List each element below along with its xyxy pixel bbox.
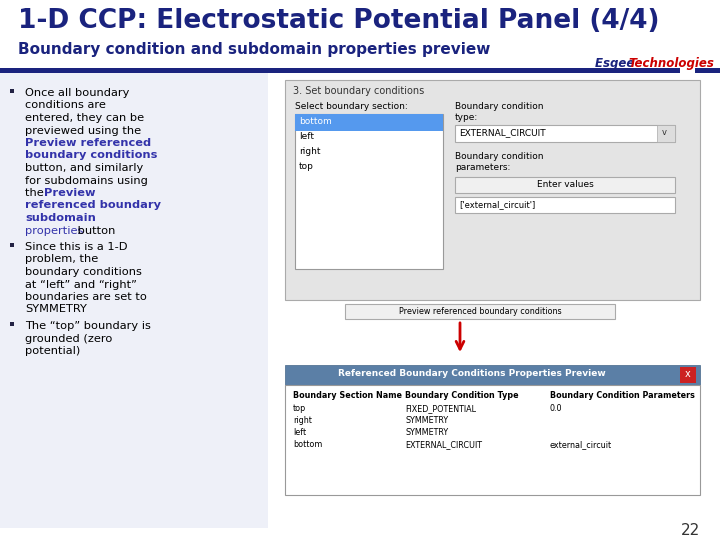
Text: left: left bbox=[299, 132, 314, 141]
Text: Boundary Condition Type: Boundary Condition Type bbox=[405, 391, 518, 400]
Bar bbox=[0, 68, 680, 73]
Bar bbox=[285, 80, 700, 300]
Text: button: button bbox=[73, 226, 115, 235]
Text: left: left bbox=[293, 428, 306, 437]
Text: the: the bbox=[25, 188, 48, 198]
Bar bbox=[10, 243, 14, 247]
Text: 1-D CCP: Electrostatic Potential Panel (4/4): 1-D CCP: Electrostatic Potential Panel (… bbox=[18, 8, 660, 34]
Text: at “left” and “right”: at “left” and “right” bbox=[25, 280, 137, 289]
Bar bbox=[455, 125, 675, 142]
Text: right: right bbox=[299, 147, 320, 156]
Text: bottom: bottom bbox=[299, 117, 332, 126]
Text: FIXED_POTENTIAL: FIXED_POTENTIAL bbox=[405, 404, 476, 413]
Text: v: v bbox=[662, 128, 667, 137]
Text: Boundary Condition Parameters: Boundary Condition Parameters bbox=[550, 391, 695, 400]
Text: 22: 22 bbox=[680, 523, 700, 538]
Text: SYMMETRY: SYMMETRY bbox=[405, 428, 448, 437]
Text: boundary conditions: boundary conditions bbox=[25, 267, 142, 277]
Text: potential): potential) bbox=[25, 346, 80, 356]
Bar bbox=[295, 114, 443, 269]
Text: Enter values: Enter values bbox=[536, 180, 593, 189]
Text: entered, they can be: entered, they can be bbox=[25, 113, 144, 123]
Bar bbox=[10, 89, 14, 93]
Text: referenced boundary: referenced boundary bbox=[25, 200, 161, 211]
Text: boundaries are set to: boundaries are set to bbox=[25, 292, 147, 302]
Text: Technologies: Technologies bbox=[628, 57, 714, 70]
Text: bottom: bottom bbox=[293, 440, 323, 449]
Text: x: x bbox=[685, 369, 691, 379]
Text: boundary conditions: boundary conditions bbox=[25, 151, 158, 160]
Text: parameters:: parameters: bbox=[455, 163, 510, 172]
Bar bbox=[345, 304, 615, 319]
Text: SYMMETRY: SYMMETRY bbox=[25, 305, 87, 314]
Text: external_circuit: external_circuit bbox=[550, 440, 612, 449]
Bar bbox=[455, 177, 675, 193]
Text: 0.0: 0.0 bbox=[550, 404, 562, 413]
Text: type:: type: bbox=[455, 113, 478, 122]
Text: 3. Set boundary conditions: 3. Set boundary conditions bbox=[293, 86, 424, 96]
Bar bbox=[10, 322, 14, 326]
Text: Referenced Boundary Conditions Properties Preview: Referenced Boundary Conditions Propertie… bbox=[338, 369, 606, 378]
Text: for subdomains using: for subdomains using bbox=[25, 176, 148, 186]
Text: EXTERNAL_CIRCUIT: EXTERNAL_CIRCUIT bbox=[459, 128, 546, 137]
Text: properties: properties bbox=[25, 226, 84, 235]
Text: Boundary condition: Boundary condition bbox=[455, 152, 544, 161]
Text: Since this is a 1-D: Since this is a 1-D bbox=[25, 242, 127, 252]
Text: top: top bbox=[299, 162, 314, 171]
Text: subdomain: subdomain bbox=[25, 213, 96, 223]
Text: EXTERNAL_CIRCUIT: EXTERNAL_CIRCUIT bbox=[405, 440, 482, 449]
Text: right: right bbox=[293, 416, 312, 425]
Bar bbox=[455, 197, 675, 213]
Bar bbox=[0, 73, 268, 528]
Text: grounded (zero: grounded (zero bbox=[25, 334, 112, 343]
Bar bbox=[295, 114, 443, 131]
Text: Boundary condition and subdomain properties preview: Boundary condition and subdomain propert… bbox=[18, 42, 490, 57]
Text: Preview referenced: Preview referenced bbox=[25, 138, 151, 148]
Text: button, and similarly: button, and similarly bbox=[25, 163, 143, 173]
Text: ['external_circuit']: ['external_circuit'] bbox=[459, 200, 535, 209]
Bar bbox=[285, 365, 700, 385]
Text: top: top bbox=[293, 404, 306, 413]
Text: conditions are: conditions are bbox=[25, 100, 106, 111]
Bar bbox=[680, 367, 696, 383]
Text: Preview referenced boundary conditions: Preview referenced boundary conditions bbox=[399, 307, 562, 316]
Text: Preview: Preview bbox=[45, 188, 96, 198]
Bar bbox=[695, 68, 720, 73]
Bar bbox=[657, 125, 675, 142]
Text: Boundary Section Name: Boundary Section Name bbox=[293, 391, 402, 400]
Text: Esgee: Esgee bbox=[595, 57, 639, 70]
Text: Once all boundary: Once all boundary bbox=[25, 88, 130, 98]
Text: problem, the: problem, the bbox=[25, 254, 98, 265]
Bar bbox=[285, 385, 700, 495]
Text: Select boundary section:: Select boundary section: bbox=[295, 102, 408, 111]
Text: previewed using the: previewed using the bbox=[25, 125, 141, 136]
Text: SYMMETRY: SYMMETRY bbox=[405, 416, 448, 425]
Text: Boundary condition: Boundary condition bbox=[455, 102, 544, 111]
Text: The “top” boundary is: The “top” boundary is bbox=[25, 321, 151, 331]
FancyArrowPatch shape bbox=[456, 323, 464, 349]
